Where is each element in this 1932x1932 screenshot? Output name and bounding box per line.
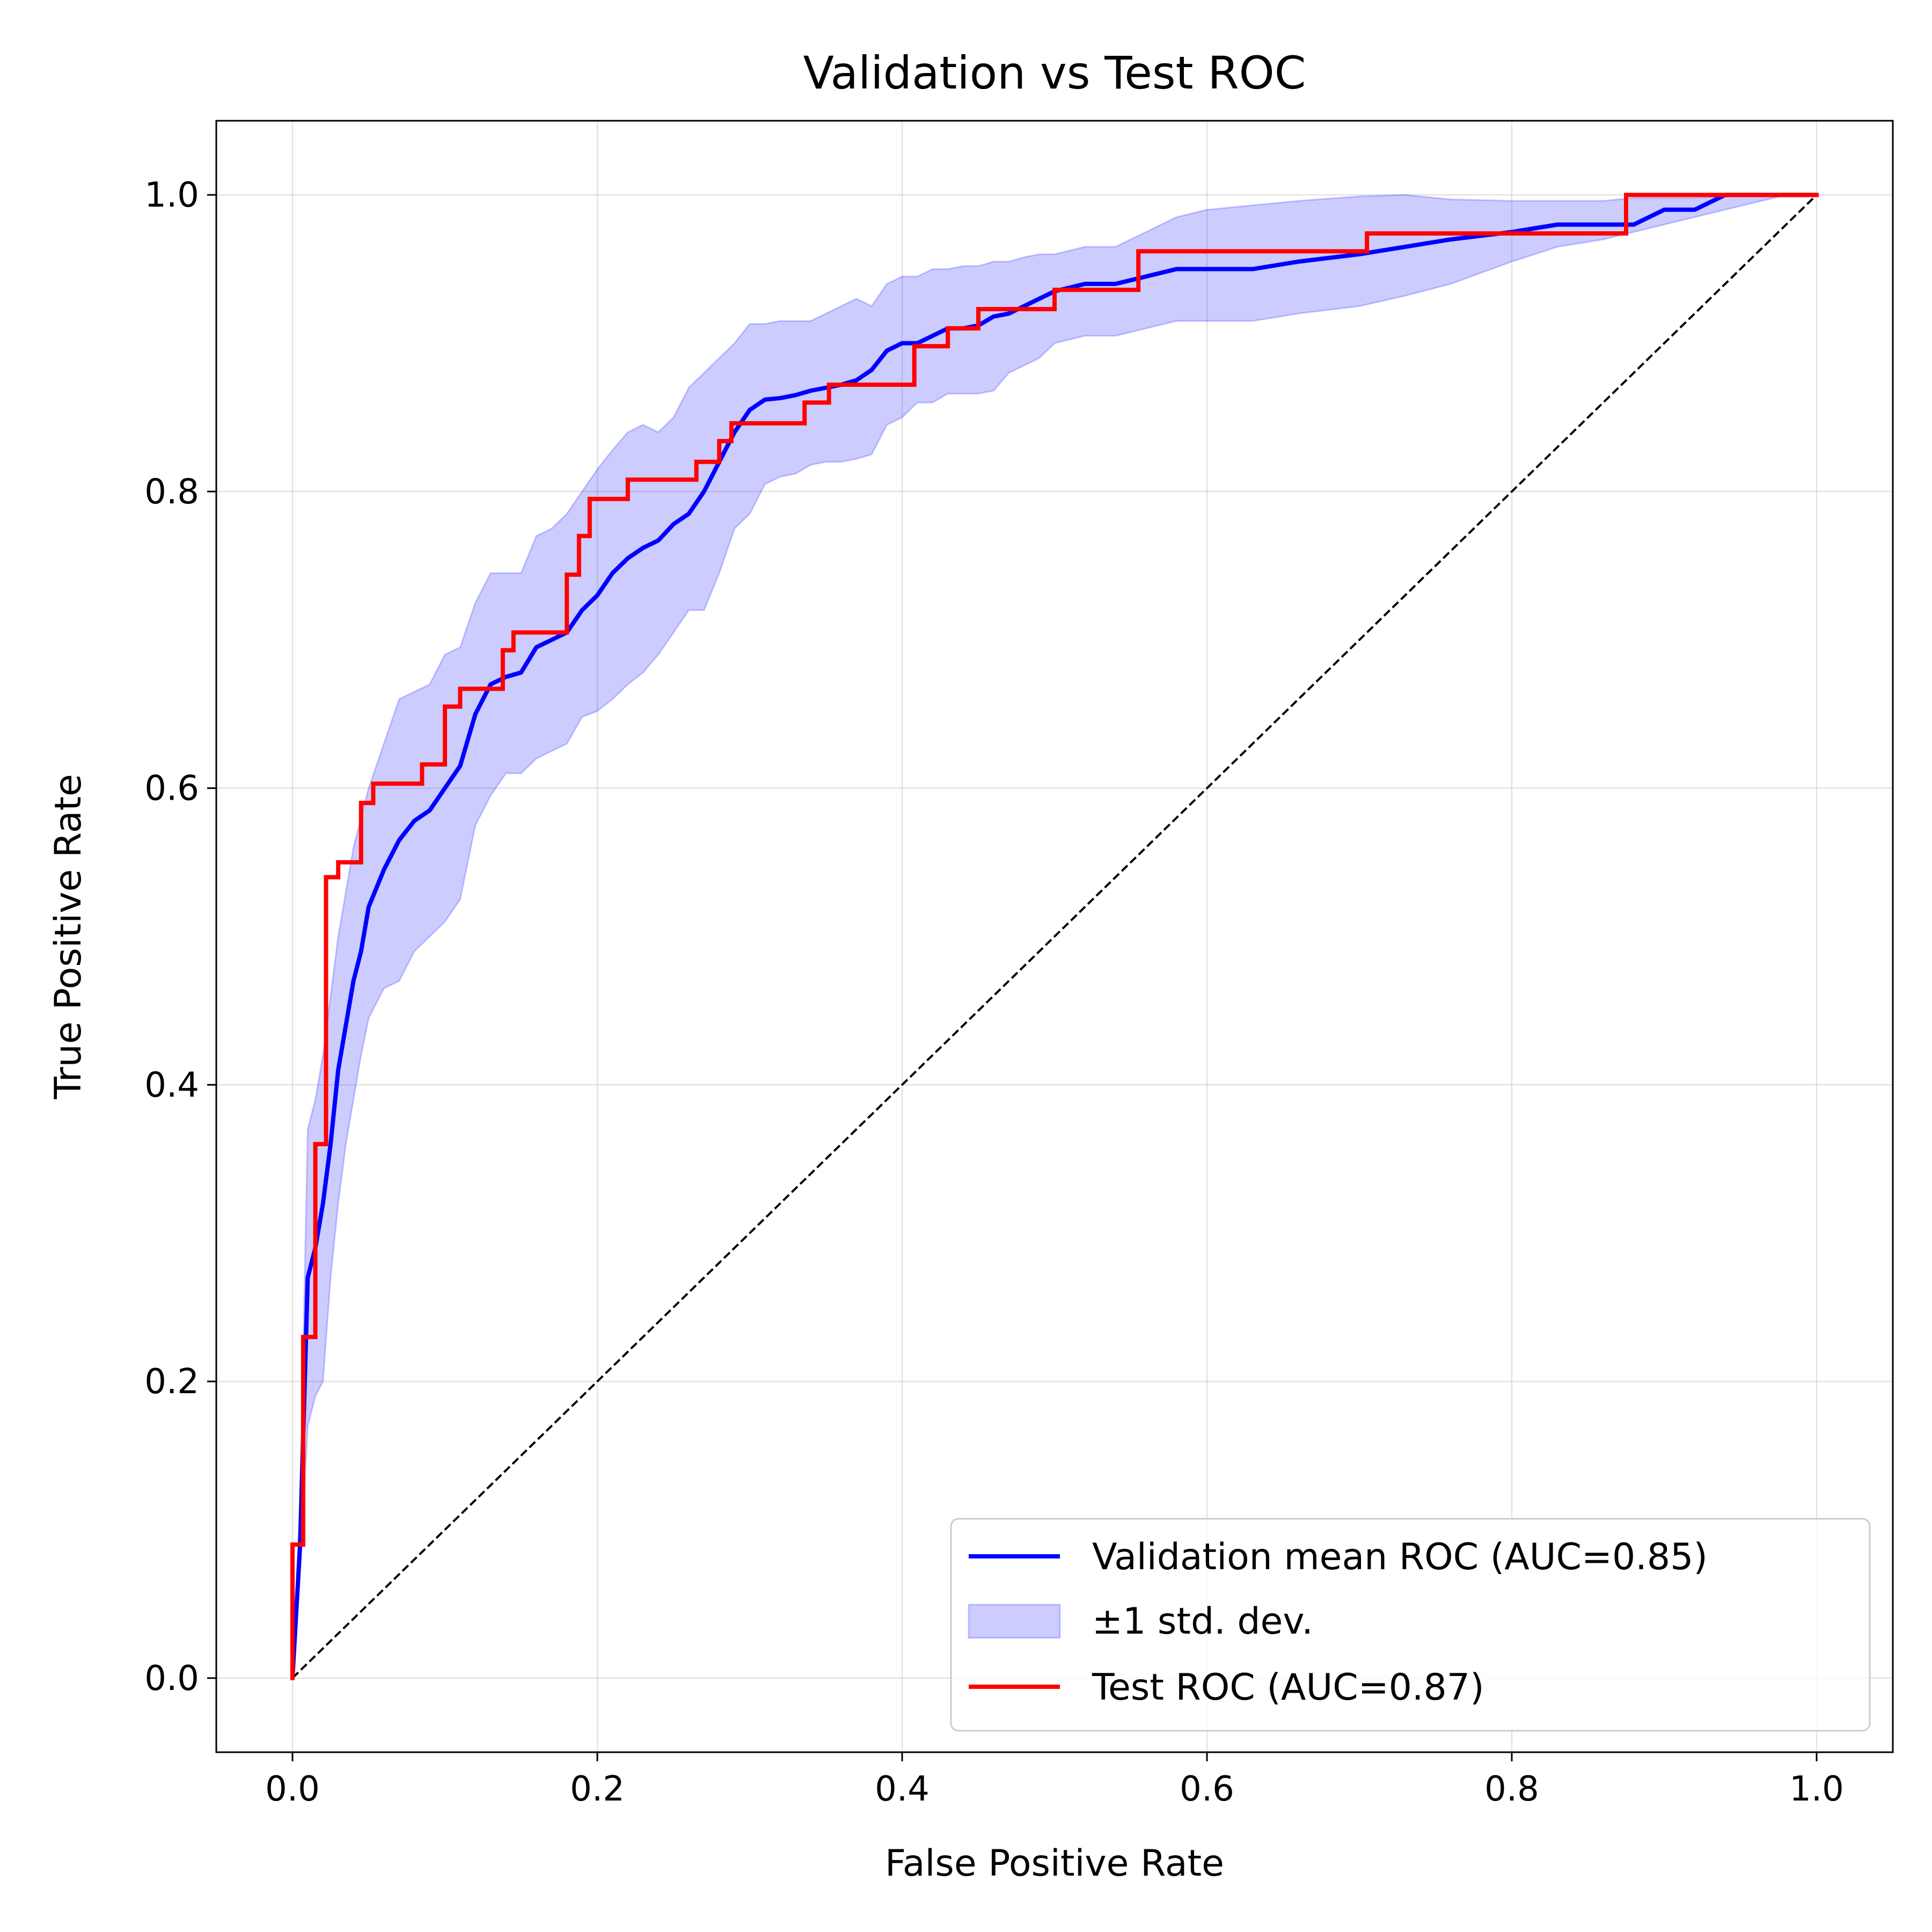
y-tick-label: 0.6	[144, 769, 199, 809]
y-tick-label: 0.2	[144, 1362, 199, 1402]
std-dev-band	[291, 194, 1817, 1678]
legend-label-test-roc: Test ROC (AUC=0.87)	[1092, 1666, 1484, 1709]
x-tick-label: 1.0	[1789, 1769, 1844, 1809]
grid-lines	[216, 121, 1893, 1752]
y-axis-label: True Positive Rate	[47, 774, 90, 1100]
plot-area	[290, 193, 1819, 1680]
test-roc-line	[290, 193, 1819, 1680]
x-tick-label: 0.6	[1180, 1769, 1234, 1809]
y-tick-label: 0.4	[144, 1065, 199, 1105]
axes-frame	[215, 120, 1894, 1753]
axis-ticks: 0.0 0.2 0.4 0.6 0.8 1.0 0.0 0.2 0.4 0.6 0.8 1.0	[144, 175, 1844, 1809]
legend-swatch-std-dev	[968, 1604, 1061, 1639]
x-tick-label: 0.8	[1484, 1769, 1539, 1809]
validation-mean-roc-line	[290, 193, 1819, 1680]
y-tick-label: 0.0	[144, 1659, 199, 1699]
y-tick-label: 1.0	[144, 175, 199, 215]
legend-label-std-dev: ±1 std. dev.	[1092, 1600, 1313, 1643]
legend-label-validation-mean: Validation mean ROC (AUC=0.85)	[1092, 1536, 1708, 1578]
chart-title: Validation vs Test ROC	[803, 47, 1306, 99]
x-tick-label: 0.4	[875, 1769, 930, 1809]
y-tick-label: 0.8	[144, 472, 199, 512]
x-tick-label: 0.2	[570, 1769, 625, 1809]
chance-diagonal-line	[291, 194, 1818, 1679]
legend: Validation mean ROC (AUC=0.85) ±1 std. d…	[950, 1518, 1871, 1732]
x-tick-label: 0.0	[265, 1769, 320, 1809]
legend-box	[950, 1518, 1871, 1732]
x-axis-label: False Positive Rate	[885, 1842, 1224, 1885]
